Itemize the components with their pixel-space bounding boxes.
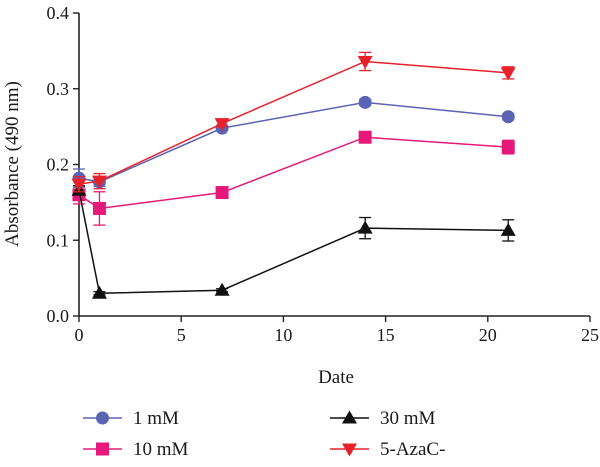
x-axis-title: Date bbox=[318, 367, 354, 388]
series-line bbox=[78, 190, 509, 295]
y-tick-label: 0.3 bbox=[47, 79, 70, 99]
series-2 bbox=[71, 182, 516, 299]
data-point bbox=[214, 118, 230, 132]
data-point bbox=[358, 95, 372, 109]
legend-marker bbox=[342, 443, 357, 457]
y-tick-label: 0.4 bbox=[47, 3, 70, 23]
legend-item-3: 5-AzaC- bbox=[330, 439, 445, 460]
data-point bbox=[92, 201, 106, 215]
legend-label: 5-AzaC- bbox=[380, 439, 445, 460]
y-tick-label: 0.1 bbox=[47, 230, 70, 250]
legend-marker bbox=[96, 411, 109, 425]
data-point bbox=[71, 178, 87, 192]
legend-marker bbox=[342, 410, 357, 424]
plot-area bbox=[71, 51, 516, 299]
legend-item-2: 30 mM bbox=[330, 408, 436, 429]
legend-label: 10 mM bbox=[133, 439, 189, 460]
data-point bbox=[500, 67, 516, 81]
data-point bbox=[215, 186, 229, 200]
series-line bbox=[78, 136, 509, 210]
series-0 bbox=[72, 95, 515, 189]
x-tick-label: 25 bbox=[581, 325, 599, 345]
series-1 bbox=[72, 130, 515, 226]
y-tick-label: 0.2 bbox=[47, 155, 70, 175]
y-axis-title: Absorbance (490 nm) bbox=[2, 81, 23, 247]
x-tick-label: 10 bbox=[274, 325, 292, 345]
data-point bbox=[91, 175, 107, 189]
legend: 1 mM 10 mM 30 mM 5-AzaC- bbox=[83, 408, 445, 460]
x-tick-label: 5 bbox=[177, 325, 186, 345]
data-point bbox=[358, 130, 372, 144]
data-point bbox=[501, 110, 515, 124]
data-point bbox=[91, 285, 107, 299]
legend-item-1: 10 mM bbox=[83, 439, 189, 460]
data-point bbox=[214, 282, 230, 296]
y-tick-label: 0.0 bbox=[47, 306, 70, 326]
data-point bbox=[357, 55, 373, 69]
data-point bbox=[500, 222, 516, 236]
x-tick-label: 15 bbox=[377, 325, 395, 345]
legend-item-0: 1 mM bbox=[83, 408, 179, 429]
legend-label: 30 mM bbox=[380, 408, 436, 429]
data-point bbox=[357, 220, 373, 234]
x-tick-label: 0 bbox=[75, 325, 84, 345]
legend-label: 1 mM bbox=[133, 408, 179, 429]
axes: 0 5 10 15 20 25 0.0 0.1 0.2 0.3 0.4 bbox=[47, 3, 600, 345]
series-line bbox=[78, 60, 509, 185]
series-3 bbox=[71, 51, 516, 193]
x-tick-label: 20 bbox=[479, 325, 497, 345]
legend-marker bbox=[96, 442, 109, 456]
data-point bbox=[501, 140, 515, 154]
